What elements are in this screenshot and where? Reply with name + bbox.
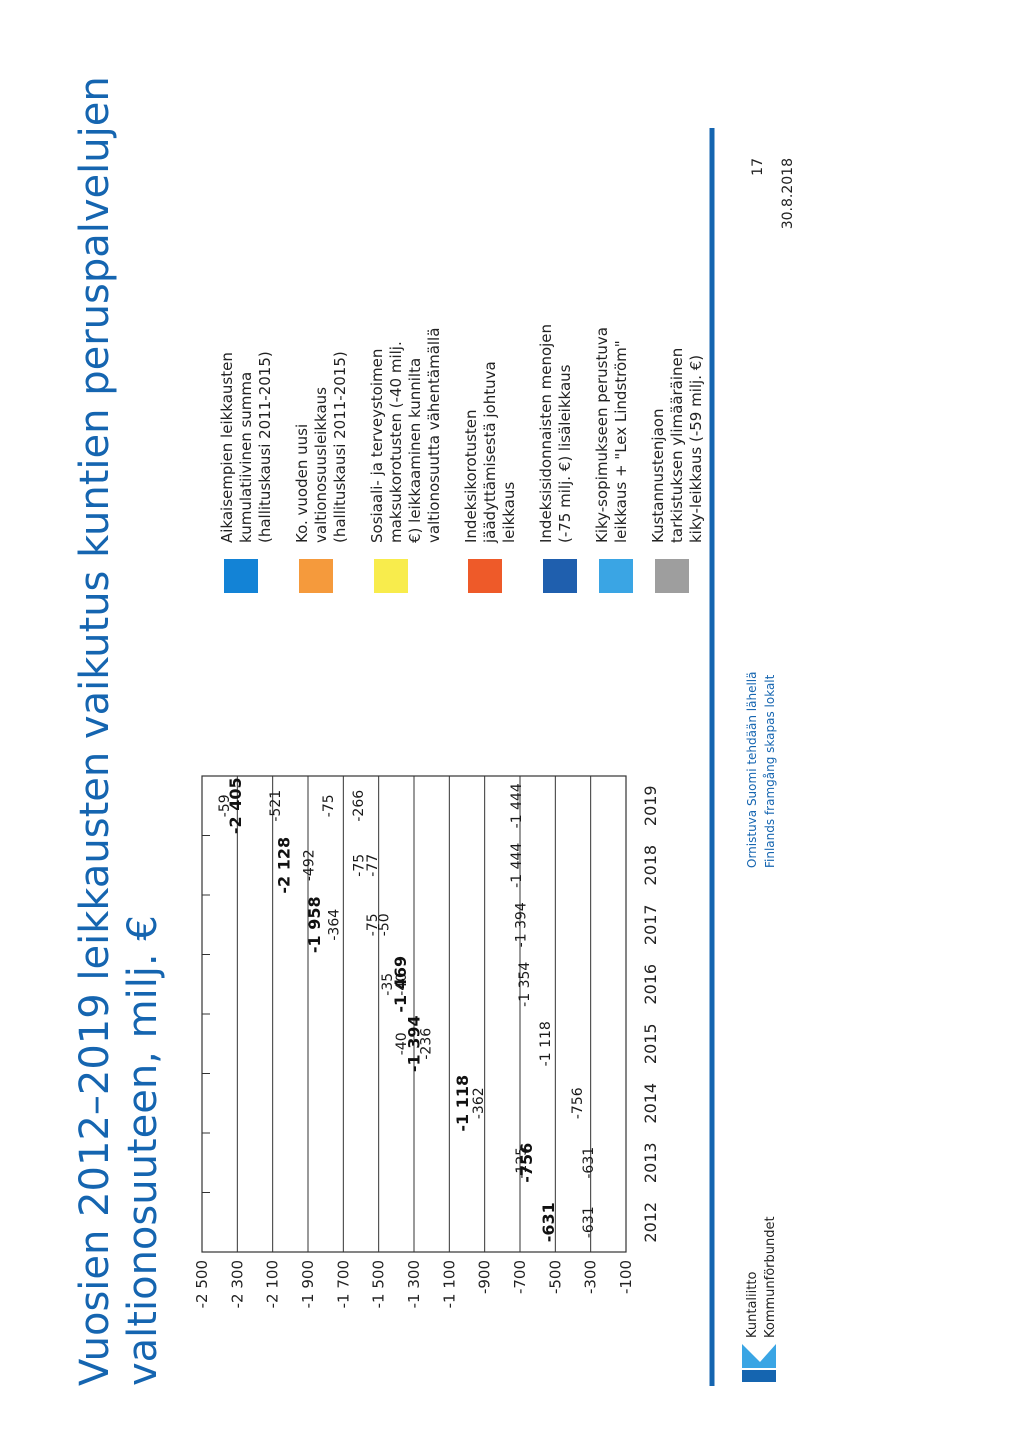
- slide-date: 30.8.2018: [780, 158, 796, 229]
- y-tick-label: -1 700: [334, 1260, 352, 1308]
- chart-x-axis: 2012 2013 2014 2015 2016 2017 2018 2019: [641, 785, 660, 1242]
- y-tick-label: -100: [617, 1260, 635, 1294]
- segment-label: -1 118: [538, 1021, 554, 1066]
- stacked-bar-chart: -631-631-125-756-362-1 118-236-40-1 354-…: [193, 775, 660, 1308]
- segment-label: -1 354: [517, 962, 533, 1007]
- segment-label: -75: [352, 854, 368, 877]
- y-tick-label: -1 900: [299, 1260, 317, 1308]
- chart-gridlines: [201, 775, 627, 1253]
- x-tick-label: 2012: [641, 1202, 660, 1243]
- y-tick-label: -500: [546, 1260, 564, 1294]
- segment-label: -364: [326, 909, 342, 941]
- x-tick-label: 2018: [641, 845, 660, 886]
- total-label: -631: [539, 1202, 558, 1242]
- segment-label: -75: [321, 794, 337, 817]
- legend-label: Ko. vuoden uusivaltionosuusleikkaus(hall…: [293, 351, 349, 543]
- segment-label: -125: [514, 1147, 530, 1179]
- chart-total-labels: -631-756 -1 118 -1 394 -1 469 -1 958 -2 128 -2…: [226, 777, 558, 1242]
- total-label: -2 128: [275, 837, 294, 894]
- x-tick-label: 2014: [641, 1083, 660, 1124]
- page-number: 17: [750, 158, 766, 176]
- segment-label: -59: [217, 794, 233, 817]
- legend-label: Aikaisempien leikkaustenkumulatiivinen s…: [218, 351, 274, 543]
- segment-label: -492: [302, 849, 318, 881]
- segment-label: -75: [365, 913, 381, 936]
- kuntaliitto-logo: Kuntaliitto Kommunförbundet: [742, 1216, 778, 1382]
- segment-label: -35: [380, 973, 396, 996]
- logo-mark-left: [742, 1370, 776, 1382]
- y-tick-label: -1 100: [440, 1260, 458, 1308]
- segment-label: -631: [581, 1147, 597, 1179]
- legend-label: Indeksikorotustenjäädyttämisestä johtuva…: [462, 361, 518, 544]
- chart-legend: Aikaisempien leikkaustenkumulatiivinen s…: [218, 324, 705, 593]
- y-tick-label: -2 300: [228, 1260, 246, 1308]
- total-label: -1 118: [453, 1075, 472, 1132]
- legend-label: Kustannustenjaontarkistuksen ylimääräine…: [649, 348, 705, 543]
- slide-title-line2: valtionosuuteen, milj. €: [120, 915, 166, 1386]
- chart-y-axis: -100 -300 -500 -700 -900 -1 100 -1 300 -1 500 -1…: [193, 1260, 635, 1308]
- y-tick-label: -1 500: [370, 1260, 388, 1308]
- x-tick-label: 2016: [641, 964, 660, 1005]
- legend-swatch: [468, 559, 502, 593]
- total-label: -1 469: [391, 956, 410, 1013]
- segment-label: -1 444: [509, 843, 525, 888]
- segment-label: -362: [471, 1087, 487, 1119]
- chart-segment-labels: -631-631-125-756-362-1 118-236-40-1 354-…: [217, 783, 597, 1238]
- segment-label: -50: [376, 913, 392, 936]
- total-label: -1 394: [404, 1015, 423, 1072]
- x-tick-label: 2013: [641, 1142, 660, 1183]
- logo-text-line1: Kuntaliitto: [745, 1272, 760, 1338]
- segment-label: -1 444: [509, 783, 525, 828]
- y-tick-label: -700: [511, 1260, 529, 1294]
- total-label: -1 958: [305, 896, 324, 953]
- legend-swatch: [543, 559, 577, 593]
- logo-text-line2: Kommunförbundet: [763, 1216, 778, 1338]
- x-tick-label: 2015: [641, 1023, 660, 1064]
- legend-swatch: [374, 559, 408, 593]
- footer-tagline-sv: Finlands framgång skapas lokalt: [763, 674, 777, 868]
- y-tick-label: -900: [476, 1260, 494, 1294]
- segment-label: -631: [581, 1206, 597, 1238]
- legend-swatch: [599, 559, 633, 593]
- segment-label: -236: [418, 1028, 434, 1060]
- legend-label: Indeksisidonnaisten menojen(-75 milj. €)…: [537, 324, 574, 543]
- segment-label: -1 394: [514, 902, 530, 947]
- footer-tagline-fi: Ornistuva Suomi tehdään lähellä: [745, 672, 759, 868]
- legend-swatch: [299, 559, 333, 593]
- x-tick-label: 2017: [641, 904, 660, 945]
- y-tick-label: -2 100: [264, 1260, 282, 1308]
- legend-swatch: [655, 559, 689, 593]
- total-label: -756: [517, 1143, 536, 1183]
- logo-mark-right: [742, 1344, 776, 1368]
- legend-label: Sosiaali- ja terveystoimenmaksukorotuste…: [368, 328, 443, 543]
- segment-label: -40: [394, 1032, 410, 1055]
- y-tick-label: -1 300: [405, 1260, 423, 1308]
- segment-label: -77: [365, 854, 381, 877]
- segment-label: -40: [394, 973, 410, 996]
- legend-swatch: [224, 559, 258, 593]
- segment-label: -521: [268, 790, 284, 822]
- segment-label: -266: [351, 790, 367, 822]
- x-tick-label: 2019: [641, 785, 660, 826]
- segment-label: -756: [570, 1087, 586, 1119]
- legend-label: Kiky-sopimukseen perustuvaleikkaus + "Le…: [593, 327, 630, 543]
- y-tick-label: -2 500: [193, 1260, 211, 1308]
- y-tick-label: -300: [582, 1260, 600, 1294]
- slide-title-line1: Vuosien 2012–2019 leikkausten vaikutus k…: [72, 76, 118, 1386]
- total-label: -2 405: [226, 777, 245, 834]
